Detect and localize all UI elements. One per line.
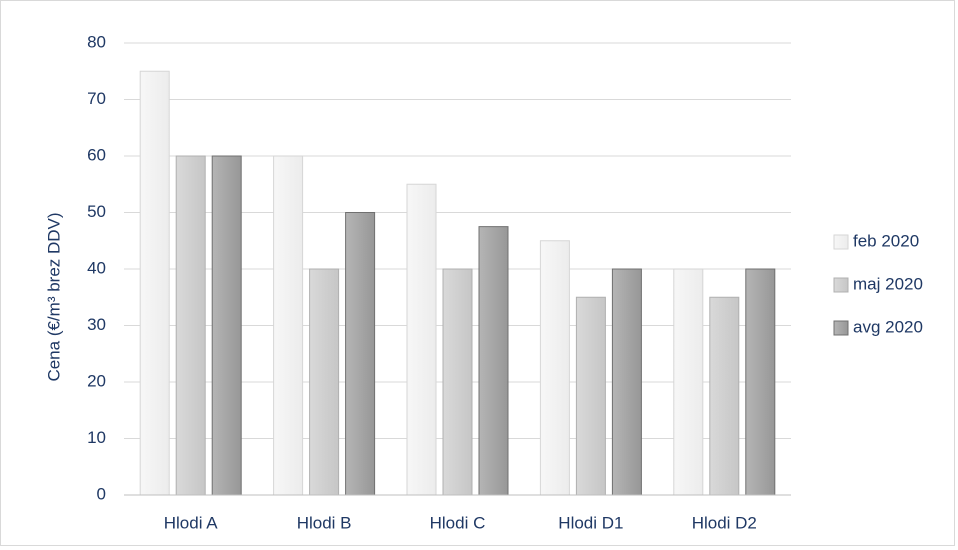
bar-feb-2020-Hlodi-D2: [673, 268, 704, 496]
y-tick-label: 20: [87, 371, 106, 390]
x-tick-label: Hlodi D2: [692, 513, 757, 532]
legend-label: feb 2020: [853, 231, 919, 250]
bar-avg-2020-Hlodi-D1: [611, 268, 642, 496]
bar-feb-2020-Hlodi-D1: [539, 240, 570, 496]
legend-swatch: [833, 234, 849, 250]
y-tick-label: 0: [97, 484, 106, 503]
bar-maj-2020-Hlodi-D2: [709, 296, 740, 496]
y-tick-label: 30: [87, 315, 106, 334]
bars: [124, 70, 791, 496]
y-tick-label: 60: [87, 145, 106, 164]
bar-avg-2020-Hlodi-C: [478, 226, 509, 496]
x-axis-ticks: Hlodi A Hlodi B Hlodi C Hlodi D1 Hlodi D2: [164, 513, 757, 532]
bar-avg-2020-Hlodi-D2: [745, 268, 776, 496]
bar-maj-2020-Hlodi-B: [309, 268, 340, 496]
y-axis-label: Cena (€/m³ brez DDV): [44, 212, 63, 381]
bar-maj-2020-Hlodi-D1: [575, 296, 606, 496]
y-tick-label: 80: [87, 32, 106, 51]
x-tick-label: Hlodi A: [164, 513, 219, 532]
legend-label: avg 2020: [853, 317, 923, 336]
bar-maj-2020-Hlodi-A: [175, 155, 206, 496]
y-axis-ticks: 0 10 20 30 40 50 60 70 80: [87, 32, 106, 503]
bar-feb-2020-Hlodi-C: [406, 183, 437, 496]
x-tick-label: Hlodi B: [297, 513, 352, 532]
y-tick-label: 50: [87, 202, 106, 221]
y-tick-label: 10: [87, 428, 106, 447]
x-tick-label: Hlodi C: [430, 513, 486, 532]
legend: feb 2020 maj 2020 avg 2020: [833, 231, 923, 336]
legend-swatch: [833, 320, 849, 336]
bar-avg-2020-Hlodi-B: [345, 212, 376, 496]
x-tick-label: Hlodi D1: [558, 513, 623, 532]
legend-swatch: [833, 277, 849, 293]
y-tick-label: 70: [87, 89, 106, 108]
bar-maj-2020-Hlodi-C: [442, 268, 473, 496]
legend-label: maj 2020: [853, 274, 923, 293]
bar-feb-2020-Hlodi-A: [139, 70, 170, 496]
bar-avg-2020-Hlodi-A: [211, 155, 242, 496]
bar-feb-2020-Hlodi-B: [273, 155, 304, 496]
y-tick-label: 40: [87, 258, 106, 277]
